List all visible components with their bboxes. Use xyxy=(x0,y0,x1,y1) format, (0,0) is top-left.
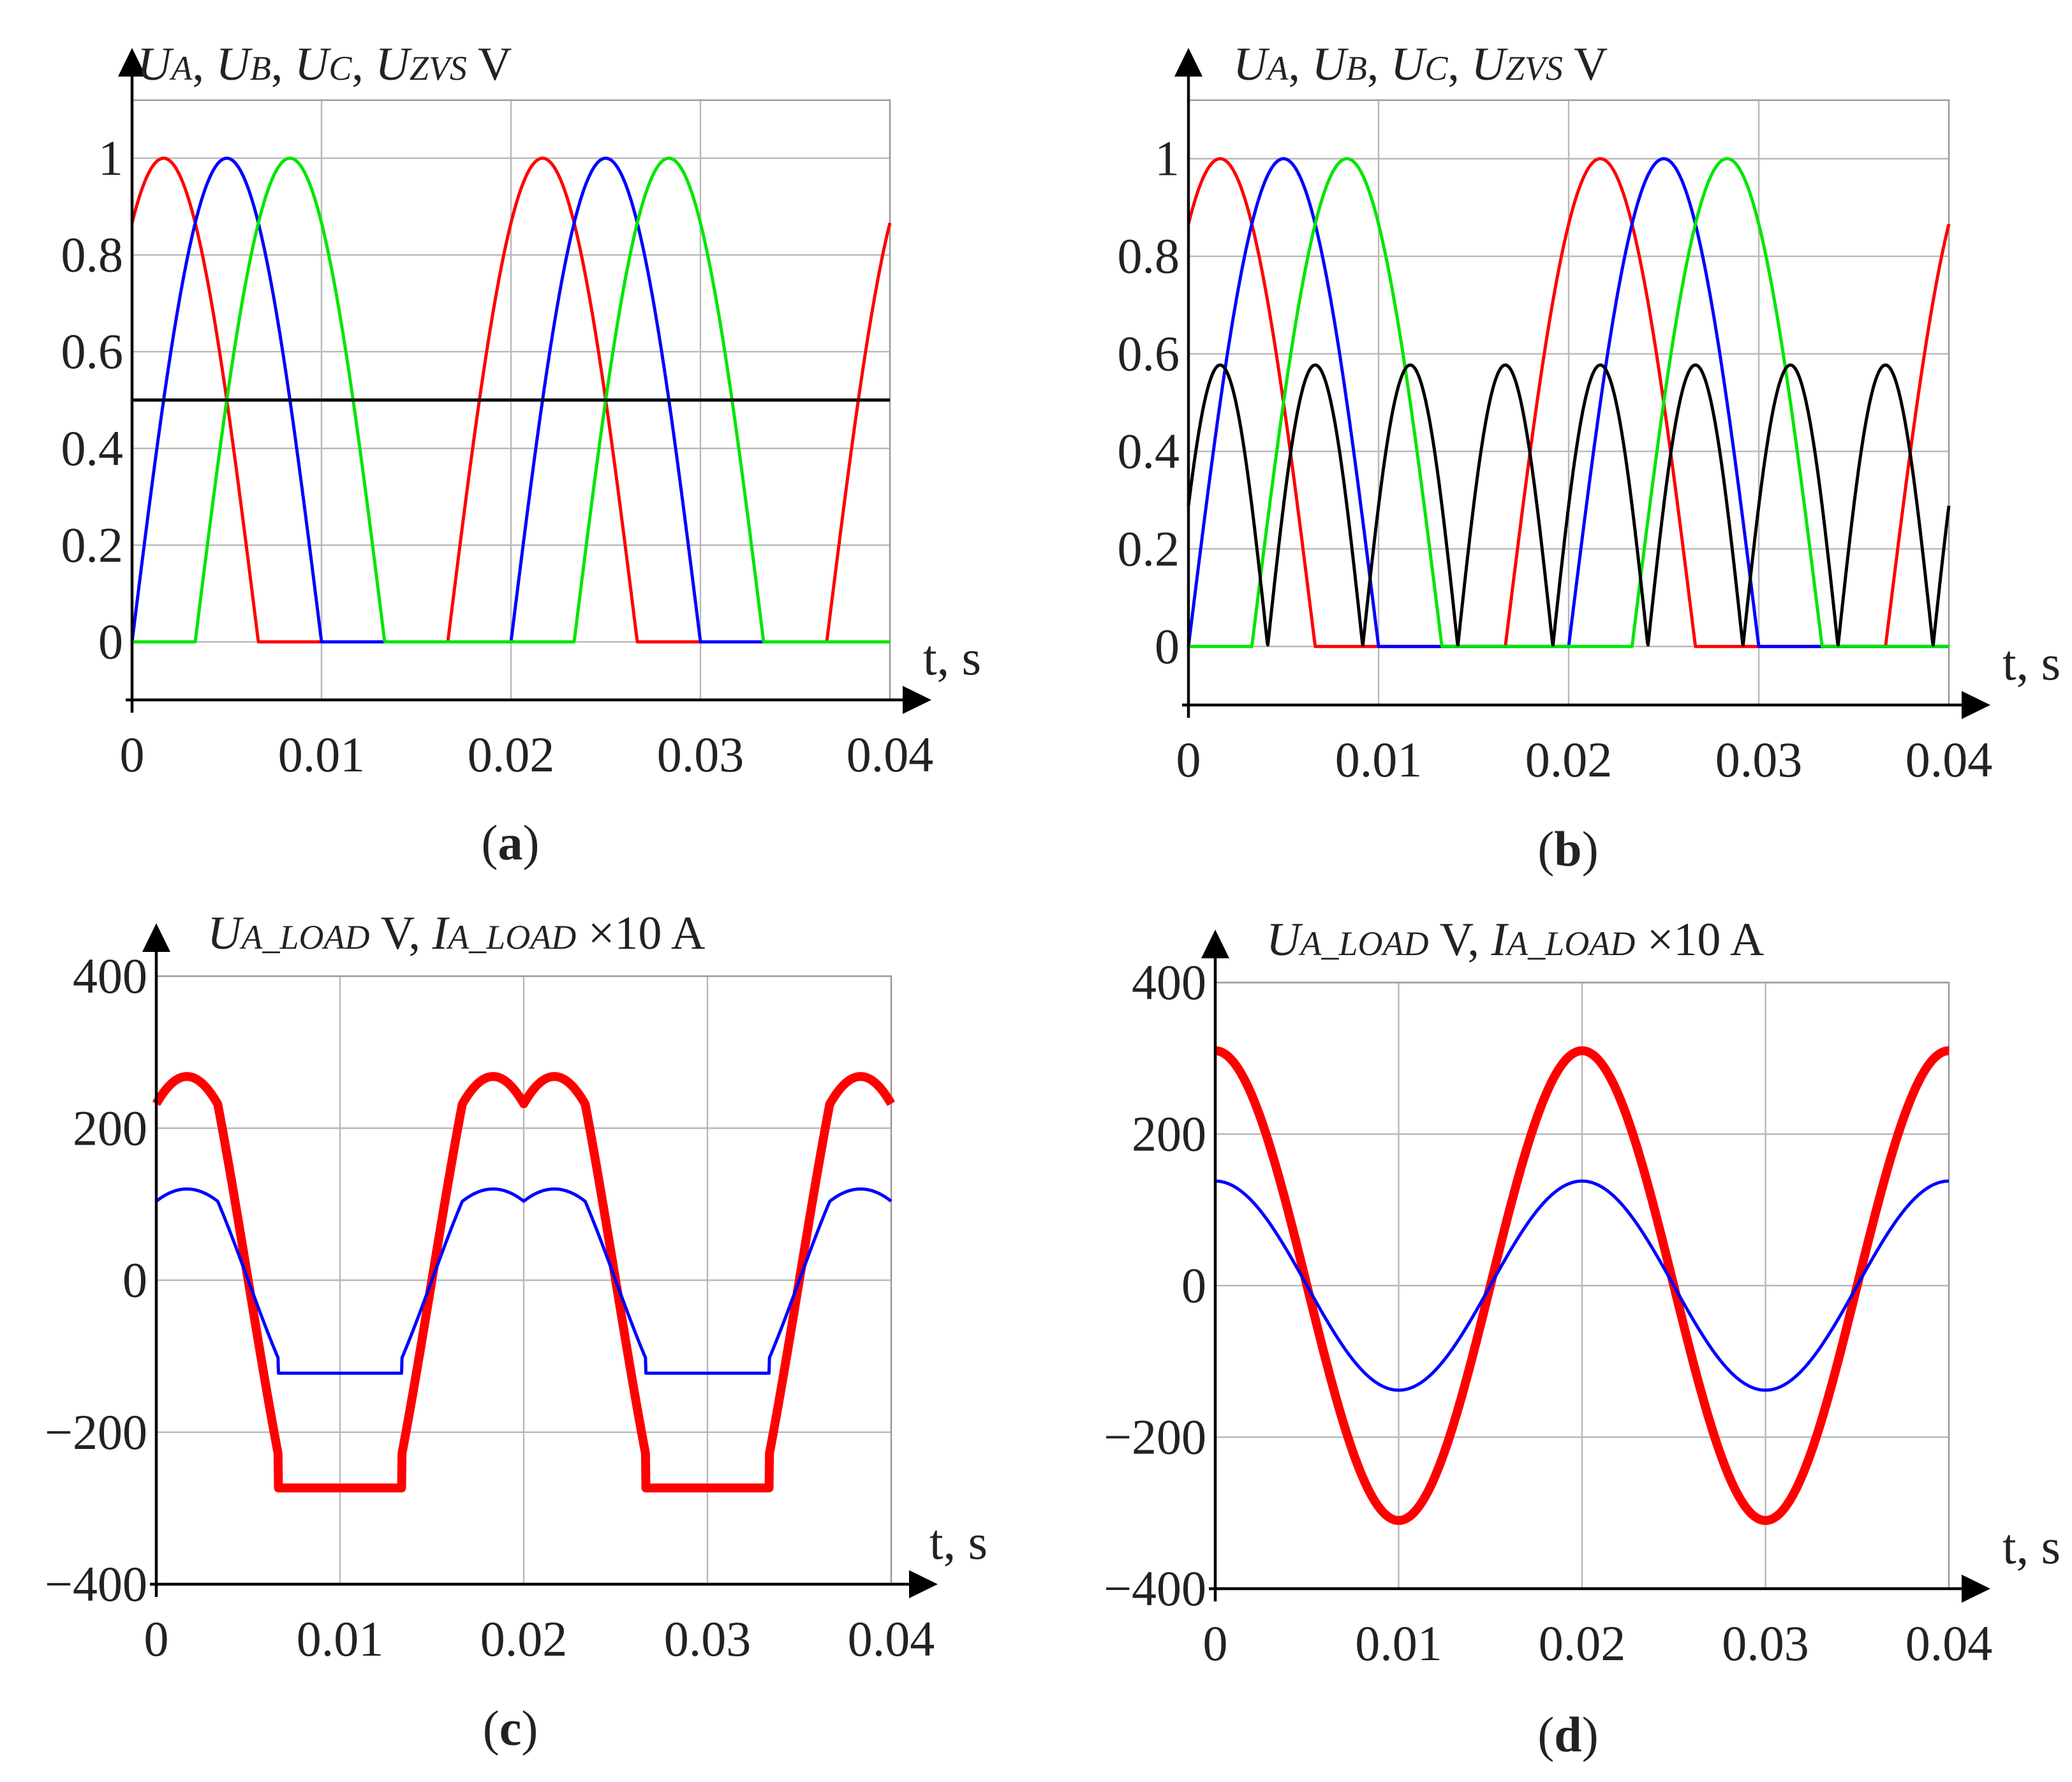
chart-title: UA_LOAD V, IA_LOAD ×10 A xyxy=(207,907,705,960)
y-tick-label: −200 xyxy=(1104,1409,1206,1465)
panel-label: (c) xyxy=(483,1700,538,1756)
y-axis-arrow-icon xyxy=(118,48,146,77)
chart-c: 0 0.01 0.02 0.03 0.04 −400 −200 0 200 400 UA_LOAD … xyxy=(45,907,988,1756)
x-tick-label: 0.03 xyxy=(1722,1615,1809,1671)
y-tick-label: 0.4 xyxy=(61,420,124,476)
x-tick-label: 0.03 xyxy=(664,1611,751,1667)
y-tick-label: 200 xyxy=(73,1100,147,1155)
y-axis-arrow-icon xyxy=(1201,930,1229,958)
y-tick-label: 200 xyxy=(1132,1106,1206,1162)
chart-title: UA, UB, UC, UZVS V xyxy=(137,38,512,91)
x-tick-label: 0.02 xyxy=(468,727,555,782)
panel-label: (a) xyxy=(482,815,540,870)
x-tick-label: 0.03 xyxy=(657,727,744,782)
x-tick-label: 0.01 xyxy=(1335,732,1423,787)
x-axis-label: t, s xyxy=(2002,1518,2061,1574)
x-tick-label: 0.02 xyxy=(1539,1615,1626,1671)
x-tick-label: 0.02 xyxy=(1525,732,1613,787)
y-axis-arrow-icon xyxy=(142,923,170,952)
y-tick-label: 0.2 xyxy=(61,517,124,572)
series-u-c xyxy=(131,156,891,644)
x-tick-label: 0 xyxy=(1203,1615,1228,1671)
y-tick-label: 400 xyxy=(73,948,147,1004)
series-i-a-load-x10 xyxy=(155,1187,892,1375)
x-axis-label: t, s xyxy=(2002,635,2061,690)
y-tick-label: 0.8 xyxy=(61,227,124,283)
x-tick-label: 0.01 xyxy=(297,1611,384,1667)
y-tick-label: −400 xyxy=(45,1556,147,1612)
x-tick-label: 0 xyxy=(120,727,145,782)
y-axis-arrow-icon xyxy=(1174,48,1202,77)
x-tick-label: 0.04 xyxy=(847,727,934,782)
x-tick-label: 0.04 xyxy=(1906,1615,1993,1671)
x-axis-arrow-icon xyxy=(909,1570,938,1598)
x-tick-label: 0.02 xyxy=(480,1611,568,1667)
x-axis-arrow-icon xyxy=(1962,691,1990,719)
y-tick-label: 0 xyxy=(1155,618,1180,674)
chart-title: UA_LOAD V, IA_LOAD ×10 A xyxy=(1266,914,1764,966)
x-tick-label: 0.04 xyxy=(848,1611,935,1667)
y-tick-label: −200 xyxy=(45,1404,147,1460)
chart-a: 0 0.01 0.02 0.03 0.04 0 0.2 0.4 0.6 0.8 1 UA, UB, U… xyxy=(61,38,982,870)
y-tick-label: 0.8 xyxy=(1118,228,1180,284)
x-tick-label: 0 xyxy=(1176,732,1201,787)
series-u-a-load xyxy=(152,1072,896,1493)
y-tick-label: 0.6 xyxy=(1118,326,1180,382)
y-tick-label: 0 xyxy=(122,1252,147,1308)
chart-title: UA, UB, UC, UZVS V xyxy=(1233,38,1608,91)
y-tick-label: 0.6 xyxy=(61,323,124,379)
chart-d: 0 0.01 0.02 0.03 0.04 −400 −200 0 200 400 UA_LOAD … xyxy=(1104,914,2061,1762)
x-axis-label: t, s xyxy=(923,630,981,685)
x-tick-label: 0 xyxy=(144,1611,169,1667)
y-tick-label: −400 xyxy=(1104,1561,1206,1616)
y-tick-label: 1 xyxy=(1155,131,1180,186)
y-tick-label: 0.2 xyxy=(1118,521,1180,576)
series-u-zvs xyxy=(1187,363,1951,647)
panel-label: (b) xyxy=(1537,821,1598,877)
y-tick-label: 400 xyxy=(1132,954,1206,1010)
x-tick-label: 0.01 xyxy=(1355,1615,1442,1671)
x-tick-label: 0.04 xyxy=(1906,732,1993,787)
x-tick-label: 0.01 xyxy=(278,727,366,782)
y-tick-label: 0.4 xyxy=(1118,423,1180,479)
x-tick-label: 0.03 xyxy=(1715,732,1803,787)
chart-b: 0 0.01 0.02 0.03 0.04 0 0.2 0.4 0.6 0.8 1 UA, UB, U… xyxy=(1118,38,2061,877)
x-axis-arrow-icon xyxy=(903,686,931,714)
x-axis-label: t, s xyxy=(929,1514,988,1570)
panel-label: (d) xyxy=(1537,1707,1598,1762)
series-u-a-load xyxy=(1211,1046,1953,1526)
y-tick-label: 0 xyxy=(1181,1258,1206,1313)
x-axis-arrow-icon xyxy=(1962,1575,1990,1603)
y-tick-label: 0 xyxy=(98,614,123,669)
y-tick-label: 1 xyxy=(98,130,123,186)
series-i-a-load-x10 xyxy=(1214,1179,1950,1392)
series-u-c xyxy=(1187,157,1950,648)
